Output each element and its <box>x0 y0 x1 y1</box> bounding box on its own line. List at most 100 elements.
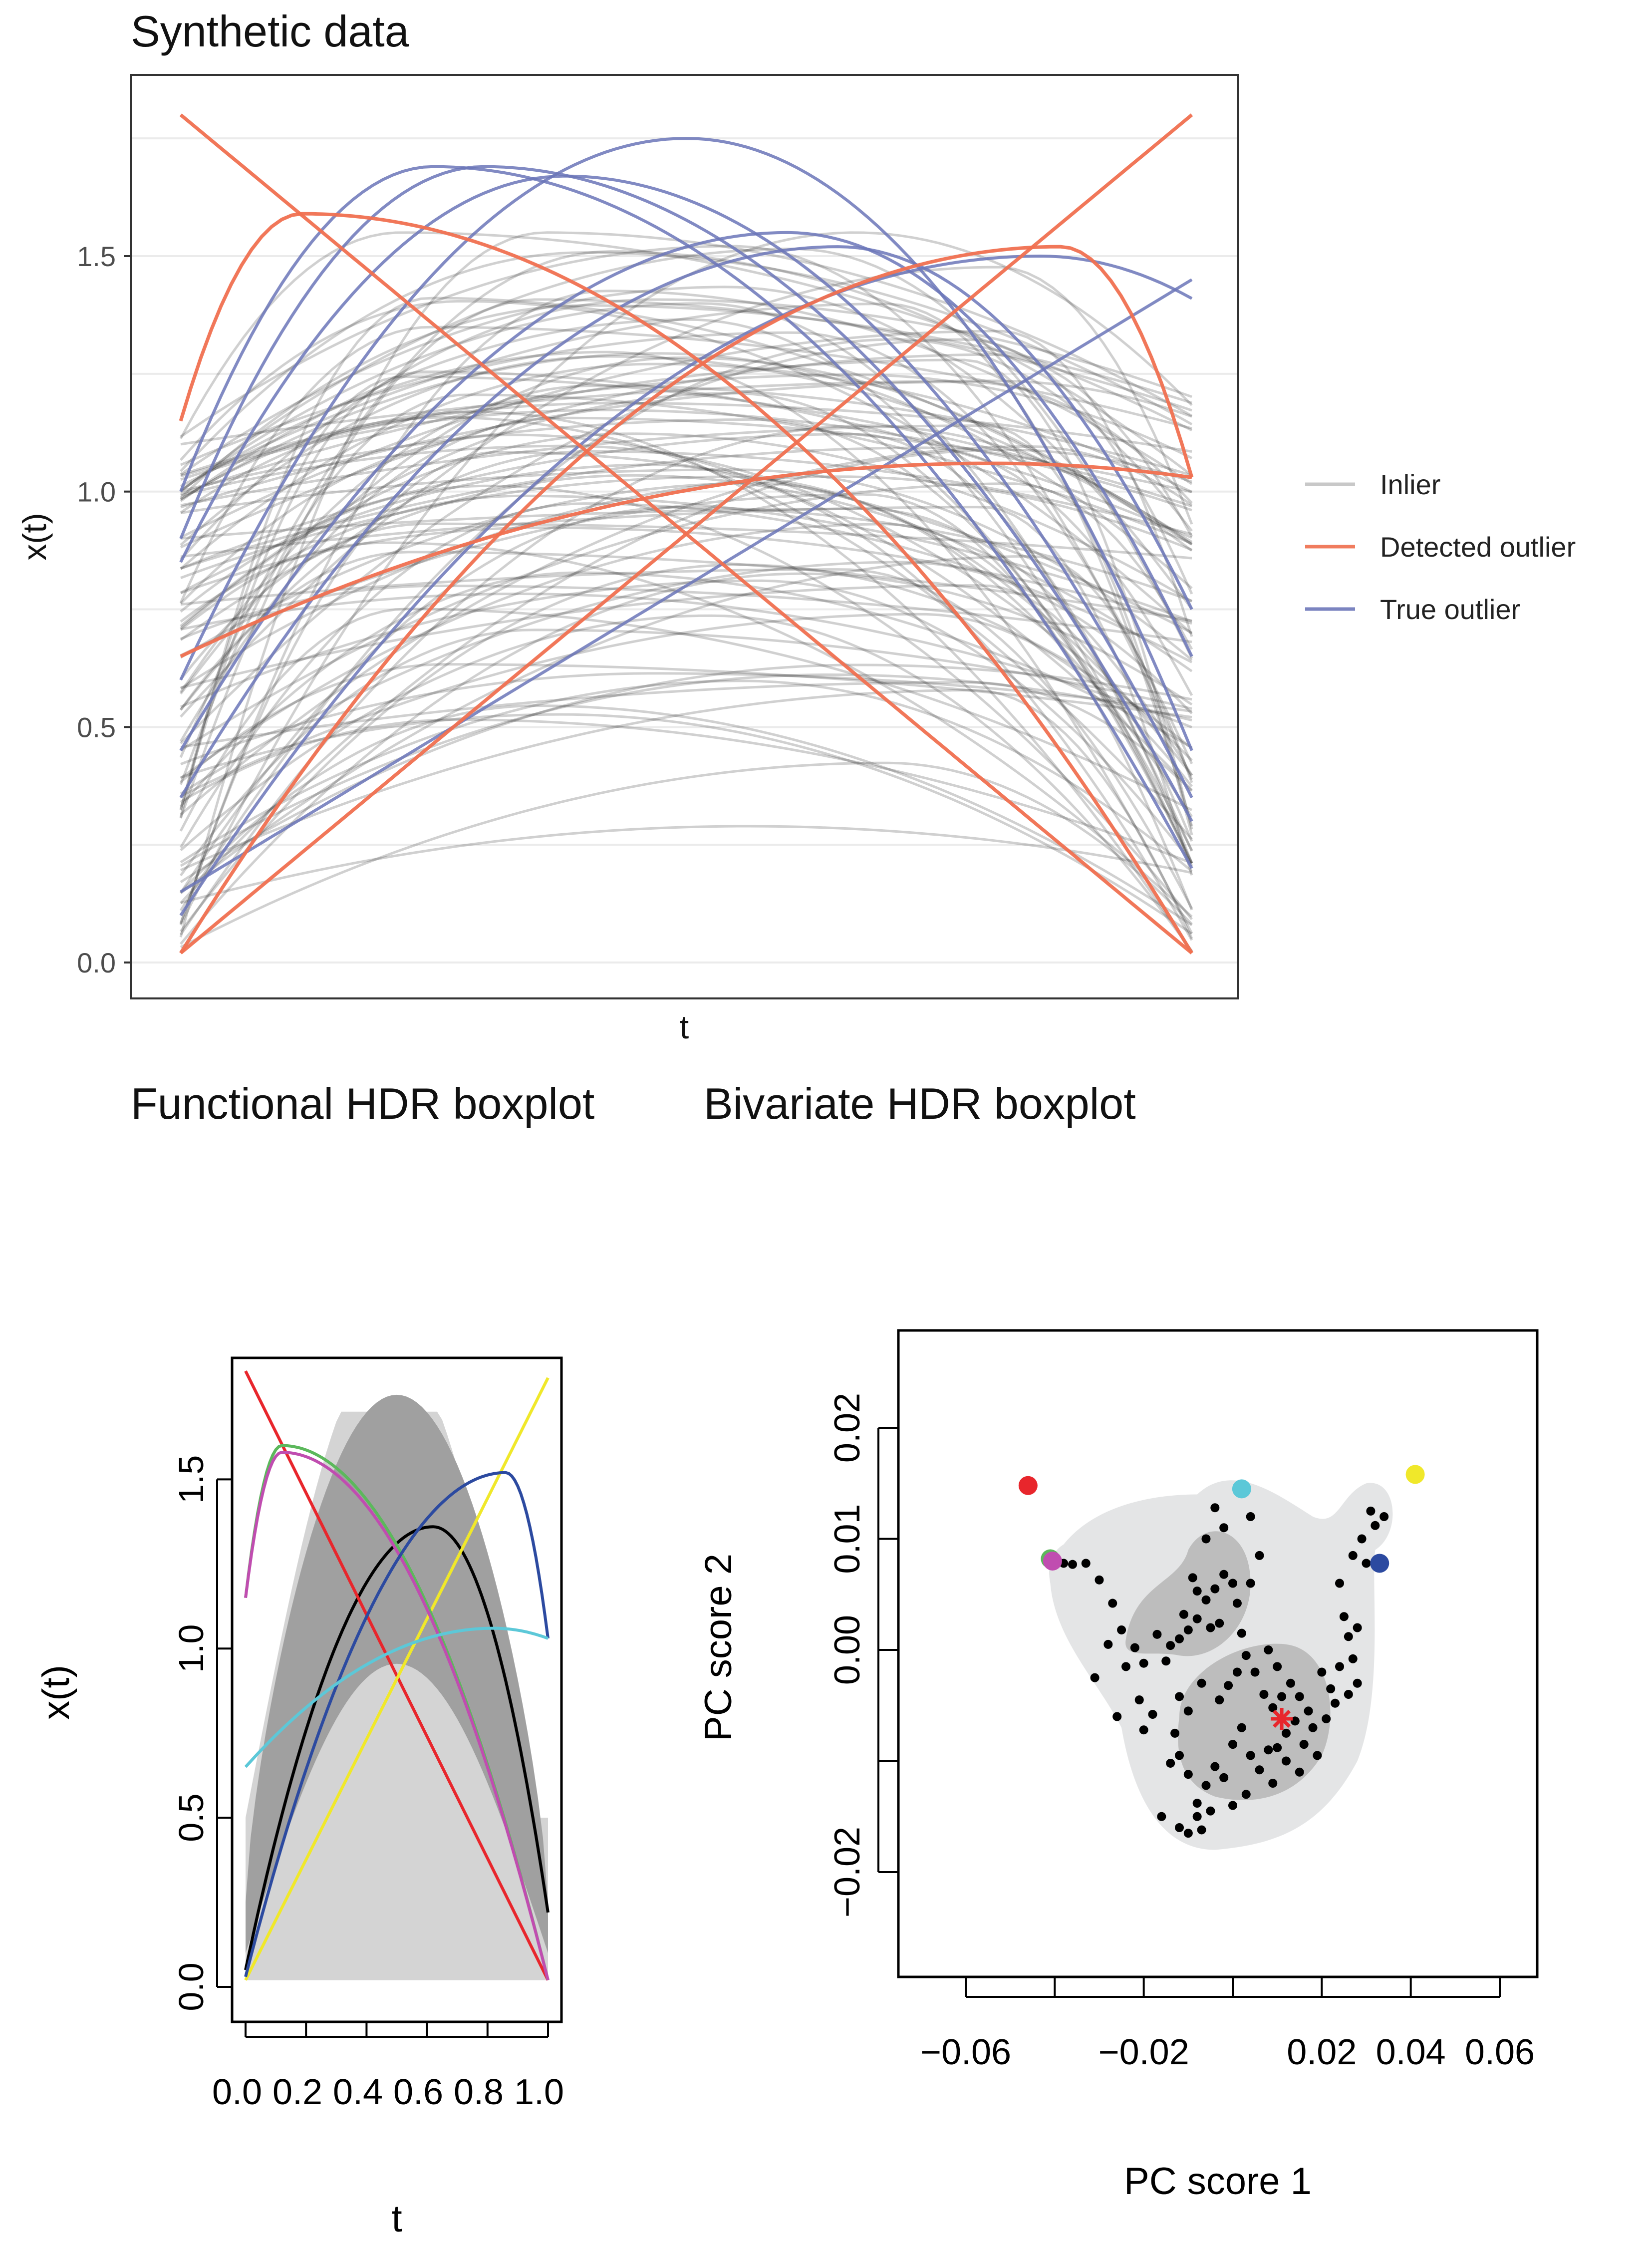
inlier-curve <box>179 375 1192 811</box>
inlier-curve <box>180 380 1193 509</box>
inlier-curve <box>179 424 1193 936</box>
bhdr-point <box>1134 1695 1144 1705</box>
bhdr-point <box>1175 1823 1184 1832</box>
inlier-curve <box>179 370 1192 810</box>
inlier-curve <box>180 613 1193 797</box>
fhdr-x-tick-label: 1.0 <box>514 2072 564 2112</box>
bhdr-point <box>1335 1662 1344 1671</box>
bhdr-point <box>1273 1743 1282 1752</box>
bhdr-50-region-upper <box>1125 1531 1251 1656</box>
bhdr-point <box>1068 1560 1077 1569</box>
top-y-axis-label: x(t) <box>16 513 53 560</box>
inlier-curve <box>180 450 1192 711</box>
bhdr-point <box>1090 1673 1100 1682</box>
inlier-curve <box>180 568 1193 910</box>
bhdr-point <box>1148 1710 1157 1719</box>
bhdr-outlier-point <box>1043 1552 1062 1571</box>
fhdr-curve-green <box>244 1444 550 1981</box>
inlier-curve <box>179 551 1192 711</box>
inlier-curve <box>179 250 1193 758</box>
fhdr-x-tick-label: 0.0 <box>212 2072 262 2112</box>
bhdr-point <box>1166 1641 1175 1650</box>
detected-outlier-curve <box>179 113 1193 955</box>
bhdr-point <box>1246 1512 1255 1521</box>
bhdr-99-region <box>1049 1480 1393 1850</box>
bhdr-point <box>1335 1579 1344 1588</box>
inlier-curve <box>180 353 1193 549</box>
bhdr-point <box>1210 1584 1220 1594</box>
bhdr-point <box>1219 1570 1229 1579</box>
bhdr-y-tick-label: 0.02 <box>827 1393 867 1463</box>
fhdr-y-tick-label: 1.5 <box>172 1455 211 1504</box>
inlier-curve <box>179 384 1192 693</box>
inlier-curve <box>180 761 1193 949</box>
inlier-curve <box>180 663 1192 884</box>
true-outlier-curve <box>179 174 1193 799</box>
top-plot-border <box>130 74 1239 999</box>
bhdr-point <box>1112 1712 1122 1721</box>
inlier-curve <box>180 704 1193 927</box>
inlier-curve <box>180 563 1193 933</box>
inlier-curve <box>180 304 1192 499</box>
fhdr-curve-blue <box>244 1471 550 1977</box>
inlier-curve <box>180 448 1192 904</box>
fhdr-50-region <box>246 1394 548 1953</box>
bhdr-x-axis-label: PC score 1 <box>1124 2160 1312 2203</box>
inlier-curve <box>180 446 1193 696</box>
bhdr-point <box>1290 1716 1300 1726</box>
legend-label-2: True outlier <box>1380 594 1520 625</box>
top-chart-title: Synthetic data <box>131 6 409 56</box>
true-outlier-curve <box>179 137 1193 751</box>
bhdr-point <box>1081 1559 1091 1568</box>
inlier-curve <box>180 362 1193 570</box>
bhdr-point <box>1255 1765 1264 1775</box>
bhdr-point <box>1304 1706 1313 1716</box>
inlier-curve <box>180 689 1193 940</box>
inlier-curve <box>179 629 1192 877</box>
bhdr-point <box>1139 1658 1148 1668</box>
top-y-tick-label: 0.0 <box>77 947 116 978</box>
inlier-curve <box>180 355 1193 546</box>
true-outlier-curve <box>180 278 1193 894</box>
inlier-curve <box>180 475 1193 776</box>
inlier-curve <box>179 416 1192 742</box>
bhdr-point <box>1183 1625 1193 1634</box>
inlier-curve <box>180 681 1193 792</box>
top-x-axis-label: t <box>680 1008 689 1045</box>
bhdr-point <box>1313 1751 1322 1760</box>
bhdr-point <box>1246 1579 1255 1588</box>
fhdr-curve-median <box>244 1525 550 1970</box>
bhdr-point <box>1353 1623 1362 1632</box>
bhdr-point <box>1326 1684 1336 1693</box>
inlier-curve <box>180 679 1193 873</box>
bhdr-point <box>1295 1692 1304 1701</box>
bhdr-point <box>1344 1632 1353 1641</box>
inlier-curve <box>180 392 1193 864</box>
top-legend: Inlier Detected outlier True outlier <box>1305 469 1576 625</box>
bhdr-point <box>1232 1599 1242 1608</box>
fhdr-y-tick-label: 0.0 <box>172 1962 211 2011</box>
bhdr-mode-ray <box>1273 1709 1291 1728</box>
bhdr-point <box>1353 1678 1362 1688</box>
bhdr-point <box>1201 1781 1211 1790</box>
fhdr-curve-yellow <box>244 1377 550 1981</box>
legend-label-1: Detected outlier <box>1380 531 1576 563</box>
bhdr-50-region-lower <box>1178 1643 1331 1800</box>
bhdr-point <box>1308 1723 1318 1732</box>
bhdr-point <box>1210 1503 1220 1513</box>
bhdr-point <box>1130 1643 1139 1652</box>
bhdr-point <box>1206 1806 1215 1816</box>
fhdr-curve-cyan <box>244 1626 549 1768</box>
bhdr-point <box>1188 1573 1197 1583</box>
inlier-curve <box>180 475 1192 690</box>
inlier-curve <box>180 713 1193 935</box>
bhdr-point <box>1108 1599 1117 1608</box>
bhdr-outlier-point <box>1018 1476 1038 1495</box>
bhdr-y-axis-label: PC score 2 <box>697 1554 740 1741</box>
inlier-curve <box>180 302 1193 852</box>
bhdr-point <box>1282 1728 1291 1738</box>
inlier-curve <box>180 494 1192 631</box>
inlier-curve <box>180 416 1193 840</box>
bhdr-point <box>1286 1678 1295 1688</box>
bhdr-point <box>1264 1745 1273 1755</box>
